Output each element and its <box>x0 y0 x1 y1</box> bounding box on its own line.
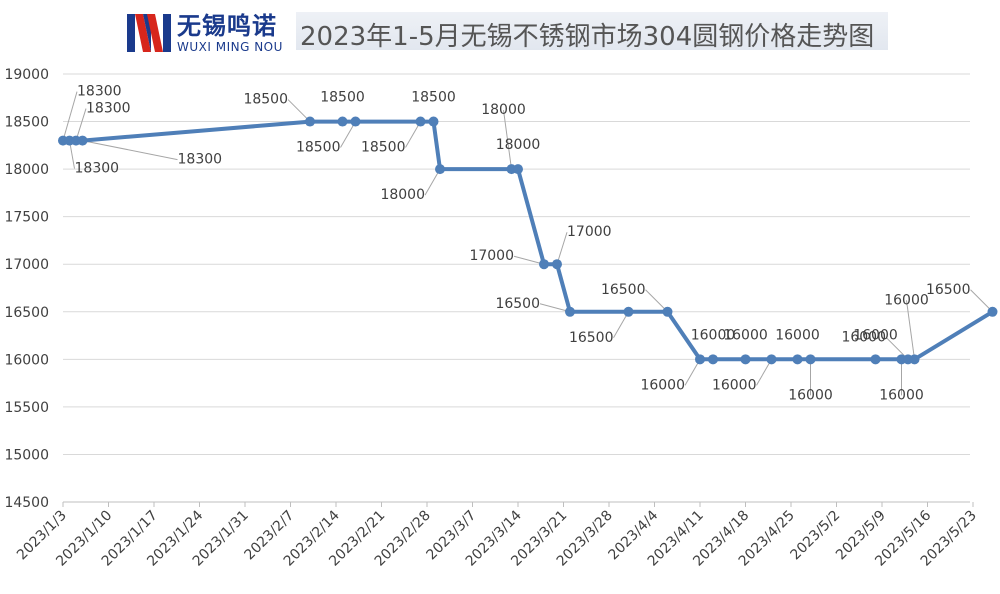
data-point <box>428 116 439 127</box>
data-label: 18300 <box>77 84 122 100</box>
logo-chinese-name: 无锡鸣诺 <box>177 11 277 40</box>
label-leader-line <box>556 232 568 265</box>
data-label: 18500 <box>411 90 456 106</box>
data-label: 18000 <box>496 137 541 153</box>
data-label: 17000 <box>469 248 514 264</box>
y-tick-label: 18500 <box>4 115 49 131</box>
data-point <box>870 354 881 365</box>
data-point <box>513 164 523 175</box>
y-tick-label: 19000 <box>4 67 49 83</box>
data-label: 17000 <box>567 224 612 240</box>
data-label: 16500 <box>569 330 614 346</box>
label-leader-line <box>684 359 701 386</box>
data-point <box>565 306 575 317</box>
data-label: 16000 <box>853 327 898 343</box>
label-leader-line <box>424 168 441 196</box>
label-leader-line <box>62 91 78 141</box>
y-tick-label: 17000 <box>4 257 49 273</box>
data-point <box>792 354 803 365</box>
data-label: 16000 <box>788 387 833 403</box>
gridlines <box>63 73 970 455</box>
data-label: 16000 <box>712 377 757 393</box>
label-leader-line <box>75 108 87 141</box>
data-point <box>695 354 705 365</box>
data-point <box>623 306 634 317</box>
label-leader-line <box>340 121 356 148</box>
y-tick-label: 14500 <box>4 495 49 511</box>
label-leader-line <box>287 99 311 122</box>
data-label: 18500 <box>296 140 341 156</box>
data-label: 18500 <box>361 140 406 156</box>
data-point <box>350 116 361 127</box>
data-label: 16500 <box>495 296 540 312</box>
data-label: 16000 <box>841 329 886 345</box>
data-point <box>662 306 673 317</box>
data-point <box>708 354 718 365</box>
data-point <box>435 164 445 175</box>
data-label: 16000 <box>879 387 924 403</box>
data-label: 16000 <box>640 377 685 393</box>
label-leader-line <box>82 140 178 161</box>
y-tick-label: 17500 <box>4 210 49 226</box>
brand-header: 无锡鸣诺 WUXI MING NOU <box>127 12 283 54</box>
label-leader-line <box>970 289 993 313</box>
data-point <box>305 116 315 127</box>
y-tick-label: 15500 <box>4 400 49 416</box>
data-point <box>337 116 348 127</box>
data-point <box>766 354 777 365</box>
data-label: 16000 <box>884 292 929 308</box>
data-point <box>552 259 562 270</box>
label-leaders <box>62 91 993 396</box>
data-point <box>805 354 816 365</box>
data-label: 18500 <box>320 90 365 106</box>
data-label: 16500 <box>926 282 971 298</box>
logo-english-name: WUXI MING NOU <box>177 39 283 54</box>
data-point <box>539 259 549 270</box>
label-leader-line <box>613 311 629 339</box>
data-label: 16000 <box>775 327 820 343</box>
data-point <box>415 116 426 127</box>
data-label: 18000 <box>481 102 526 118</box>
label-leader-line <box>539 303 571 313</box>
data-label: 16500 <box>601 282 646 298</box>
y-tick-label: 16500 <box>4 305 49 321</box>
data-label: 18300 <box>75 161 120 177</box>
data-point <box>987 306 998 317</box>
chart-title-box: 2023年1-5月无锡不锈钢市场304圆钢价格走势图 <box>296 12 888 52</box>
axes: 1450015000155001600016500170001750018000… <box>4 67 979 570</box>
data-point <box>909 354 920 365</box>
y-tick-label: 15000 <box>4 447 49 463</box>
series-line <box>63 119 994 362</box>
label-leader-line <box>906 300 915 360</box>
y-tick-label: 18000 <box>4 162 49 178</box>
label-leader-line <box>513 255 545 265</box>
data-point <box>740 354 751 365</box>
label-leader-line <box>405 121 421 148</box>
data-label: 18300 <box>86 101 131 117</box>
data-label: 18500 <box>243 92 288 108</box>
label-leader-line <box>645 289 668 313</box>
data-label: 16000 <box>723 327 768 343</box>
chart-title: 2023年1-5月无锡不锈钢市场304圆钢价格走势图 <box>300 22 875 52</box>
logo-icon <box>127 12 171 54</box>
price-series <box>58 116 998 365</box>
y-tick-label: 16000 <box>4 352 49 368</box>
data-label: 18300 <box>178 152 223 168</box>
data-label: 18000 <box>380 187 425 203</box>
label-leader-line <box>756 359 772 386</box>
data-label: 16000 <box>691 327 736 343</box>
label-leader-line <box>503 110 512 170</box>
data-point <box>77 135 88 146</box>
